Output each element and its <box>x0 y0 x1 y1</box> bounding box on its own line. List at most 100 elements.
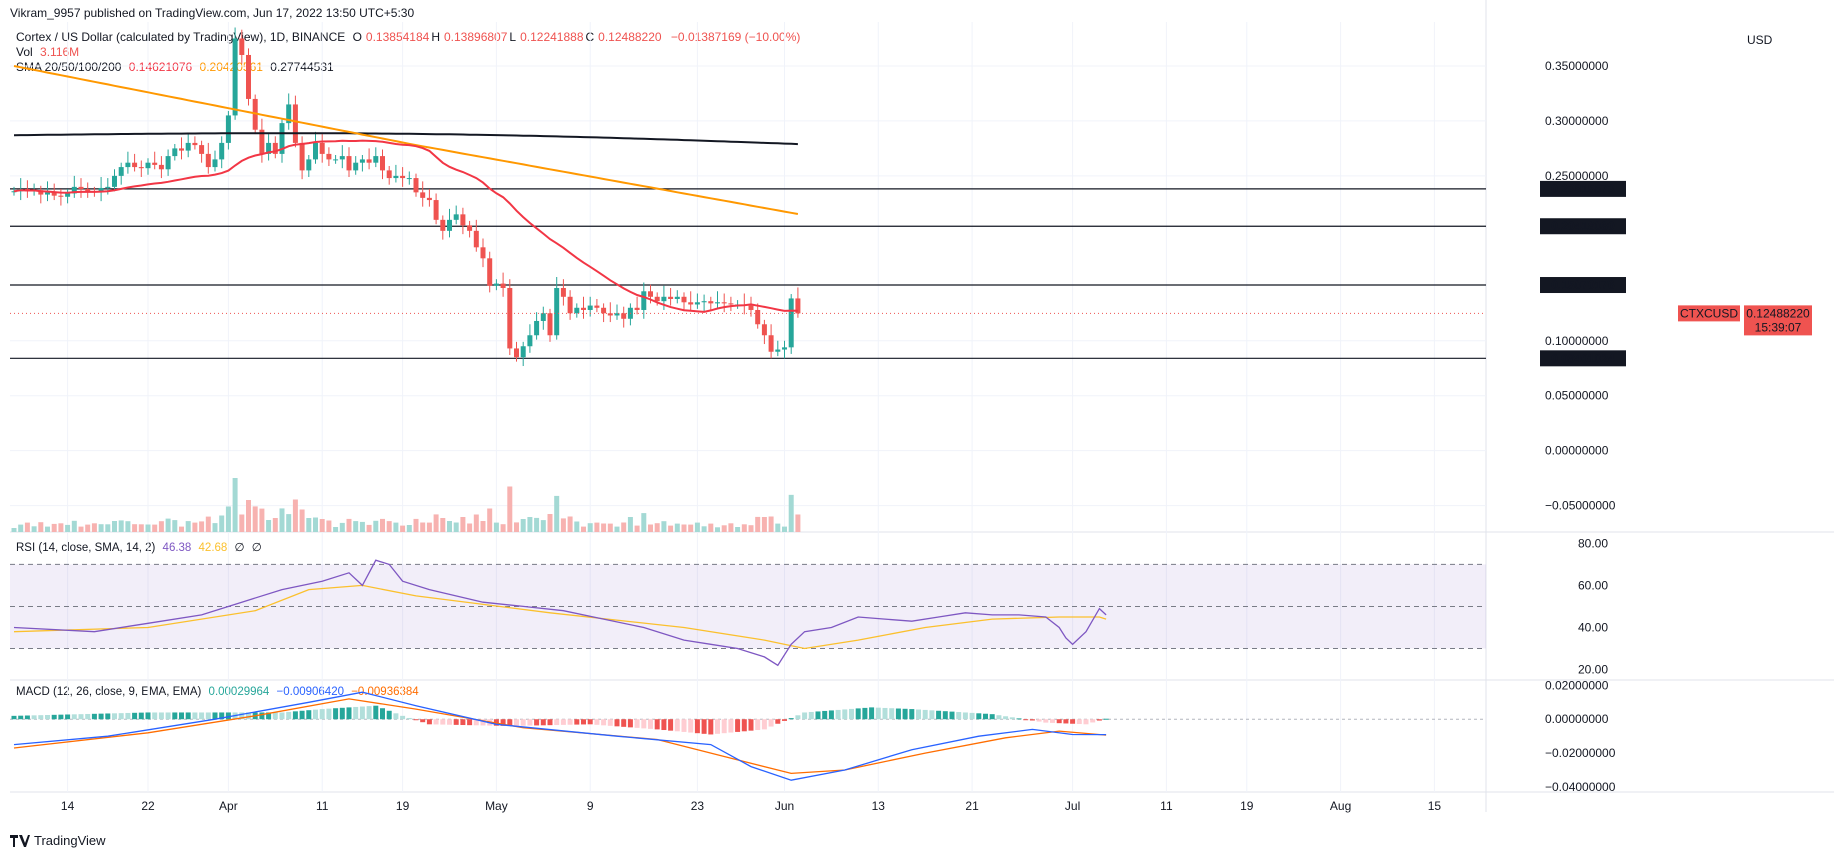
macd-histogram-bar <box>165 712 171 720</box>
volume-bar <box>567 516 573 532</box>
candle-body <box>118 167 124 176</box>
macd-histogram-bar <box>956 712 962 720</box>
volume-bar <box>105 524 111 532</box>
candle-body <box>286 104 292 124</box>
rsi-axis-label: 60.00 <box>1578 578 1608 592</box>
macd-histogram-bar <box>815 711 821 720</box>
x-tick-label: Aug <box>1330 799 1351 813</box>
volume-bar <box>708 523 714 532</box>
candle-body <box>386 170 392 179</box>
macd-histogram-bar <box>158 712 164 720</box>
volume-bar <box>286 514 292 532</box>
macd-histogram-bar <box>983 713 988 720</box>
macd-histogram-bar <box>118 713 124 720</box>
macd-histogram-bar <box>721 719 727 734</box>
candle-body <box>440 219 446 231</box>
candle-body <box>212 159 218 168</box>
volume-bar <box>674 523 680 532</box>
x-tick-label: 21 <box>965 799 979 813</box>
candle-body <box>607 313 613 316</box>
candle-body <box>453 214 459 220</box>
rsi-legend-value: 46.38 <box>162 542 192 554</box>
macd-histogram-bar <box>380 708 385 720</box>
candle-body <box>179 148 184 151</box>
rsi-axis-label: 80.00 <box>1578 536 1608 550</box>
macd-histogram-bar <box>266 712 272 720</box>
volume-bar <box>721 525 727 532</box>
volume-bar <box>500 524 506 532</box>
macd-histogram-bar <box>373 705 379 720</box>
tradingview-brand[interactable]: TradingView <box>10 833 106 848</box>
macd-histogram-bar <box>98 713 104 720</box>
candle-body <box>272 142 278 154</box>
macd-histogram-bar <box>1050 719 1055 723</box>
macd-histogram-bar <box>212 712 218 720</box>
rsi-ma-line <box>13 584 1107 650</box>
volume-bar <box>31 526 37 532</box>
macd-histogram-bar <box>1070 719 1076 724</box>
macd-histogram-bar <box>400 715 406 720</box>
candle-body <box>380 156 385 171</box>
candle-body <box>574 307 580 314</box>
macd-histogram-bar <box>259 712 265 720</box>
macd-histogram-bar <box>674 719 680 732</box>
level-price-tag-text: 0.15070176 <box>1551 278 1615 292</box>
rsi-axis-label: 20.00 <box>1578 662 1608 676</box>
macd-histogram-bar <box>621 719 627 727</box>
level-price-tag <box>1540 277 1626 294</box>
volume-bar <box>761 517 767 532</box>
macd-histogram-bar <box>11 715 17 720</box>
candle-body <box>346 156 352 171</box>
symbol-title: Cortex / US Dollar (calculated by Tradin… <box>16 30 346 44</box>
volume-bar <box>440 518 446 532</box>
macd-histogram-bar <box>627 719 633 728</box>
macd-histogram-bar <box>333 708 339 720</box>
volume-bar <box>694 522 700 532</box>
volume-bar <box>346 518 352 532</box>
rsi-legend: RSI (14, close, SMA, 14, 2) 46.38 42.68 … <box>16 540 266 554</box>
candle-body <box>567 296 573 314</box>
macd-histogram-bar <box>299 710 305 720</box>
volume-bar <box>246 500 251 532</box>
candle-body <box>58 195 64 197</box>
volume-bar <box>467 523 473 532</box>
macd-axis-label: 0.00000000 <box>1545 712 1609 726</box>
volume-bar <box>225 506 231 532</box>
candle-body <box>145 162 151 169</box>
macd-histogram-bar <box>406 717 412 720</box>
candle-body <box>158 164 164 170</box>
macd-histogram-bar <box>755 719 761 731</box>
macd-histogram-bar <box>795 715 801 720</box>
candle-body <box>493 283 499 286</box>
candle-body <box>239 38 245 55</box>
candle-body <box>406 178 412 180</box>
macd-histogram-bar <box>996 715 1002 720</box>
macd-histogram-bar <box>433 719 439 725</box>
macd-histogram-bar <box>279 712 285 720</box>
candle-body <box>172 148 178 157</box>
tradingview-brand-text: TradingView <box>34 833 106 848</box>
volume-bar <box>58 523 64 532</box>
macd-histogram-bar <box>18 715 24 720</box>
macd-histogram-bar <box>24 715 30 720</box>
price-axis-label: 0.10000000 <box>1545 334 1609 348</box>
sma-value-100: 0.27744531 <box>270 60 334 74</box>
x-tick-label: 9 <box>587 799 594 813</box>
macd-histogram-bar <box>38 715 44 720</box>
volume-bar <box>145 524 151 532</box>
candle-body <box>366 159 372 163</box>
volume-bar <box>661 521 667 532</box>
macd-histogram-bar <box>862 707 868 720</box>
volume-bar <box>527 517 533 532</box>
macd-histogram-bar <box>989 714 995 720</box>
volume-bar <box>125 521 131 532</box>
candle-body <box>748 305 754 310</box>
candle-body <box>373 156 379 163</box>
x-tick-label: 13 <box>872 799 886 813</box>
macd-histogram-bar <box>219 712 225 720</box>
volume-bar <box>366 524 372 532</box>
sma-label: SMA 20/50/100/200 <box>16 60 122 74</box>
candle-body <box>514 348 519 358</box>
candle-body <box>507 287 513 349</box>
